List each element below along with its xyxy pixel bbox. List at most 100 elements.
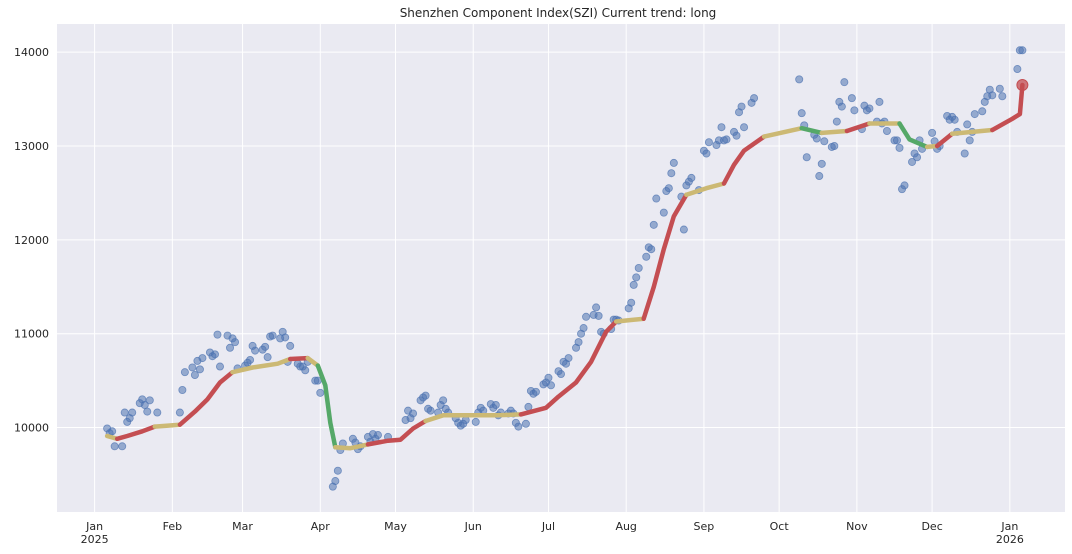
scatter-point: [557, 370, 566, 379]
scatter-point: [627, 298, 636, 307]
scatter-point: [632, 273, 641, 282]
scatter-point: [108, 427, 117, 436]
scatter-point: [195, 365, 204, 374]
scatter-point: [1018, 46, 1027, 55]
y-tick-label: 10000: [14, 422, 49, 435]
x-tick-sublabel: 2026: [996, 533, 1024, 546]
scatter-point: [579, 324, 588, 333]
trend-segment-neutral: [152, 422, 183, 429]
trend-segment-long: [518, 319, 619, 417]
scatter-point: [128, 408, 137, 417]
scatter-point: [373, 431, 382, 440]
x-tick-label: Oct: [770, 520, 790, 533]
scatter-point: [592, 303, 601, 312]
scatter-point: [830, 141, 839, 150]
scatter-point: [268, 331, 277, 340]
scatter-point: [679, 225, 688, 234]
x-tick-sublabel: 2025: [81, 533, 109, 546]
trend-segment-short: [897, 121, 930, 150]
trend-segment-long: [990, 82, 1025, 133]
scatter-point: [900, 181, 909, 190]
scatter-point: [970, 110, 979, 119]
scatter-point: [521, 419, 530, 428]
scatter-point: [802, 153, 811, 162]
x-tick-label: May: [384, 520, 407, 533]
scatter-point: [594, 311, 603, 320]
plot-background: [57, 24, 1065, 512]
trend-segment-neutral: [761, 125, 804, 139]
scatter-point: [664, 184, 673, 193]
scatter-point: [687, 173, 696, 182]
scatter-point: [795, 75, 804, 84]
scatter-point: [213, 330, 222, 339]
scatter-points: [103, 46, 1027, 491]
scatter-point: [574, 338, 583, 347]
scatter-point: [667, 169, 676, 178]
scatter-point: [812, 134, 821, 143]
scatter-point: [960, 149, 969, 158]
scatter-point: [840, 78, 849, 87]
scatter-point: [847, 94, 856, 103]
scatter-point: [702, 149, 711, 158]
scatter-point: [180, 368, 189, 377]
scatter-point: [188, 363, 197, 372]
current-marker-group: [1016, 79, 1029, 91]
scatter-point: [426, 406, 435, 415]
scatter-point: [175, 408, 184, 417]
scatter-point: [797, 109, 806, 118]
trend-segment-long: [934, 131, 955, 149]
scatter-point: [634, 263, 643, 272]
x-tick-label: Mar: [232, 520, 253, 533]
x-tick-label: Apr: [311, 520, 331, 533]
scatter-point: [913, 153, 922, 162]
scatter-point: [740, 123, 749, 132]
scatter-point: [750, 94, 759, 103]
trend-segment-neutral: [819, 128, 850, 136]
trend-line: [104, 82, 1025, 451]
x-tick-label: Jul: [541, 520, 555, 533]
scatter-point: [316, 388, 325, 397]
x-tick-label: Feb: [163, 520, 182, 533]
x-tick-label: Jun: [464, 520, 482, 533]
x-tick-label: Jan: [85, 520, 103, 533]
y-tick-label: 14000: [14, 46, 49, 59]
trend-segment-long: [114, 424, 158, 442]
scatter-point: [421, 391, 430, 400]
trend-segment-long: [721, 134, 767, 186]
scatter-point: [471, 417, 480, 426]
scatter-point: [642, 252, 651, 261]
x-tick-label: Sep: [694, 520, 715, 533]
x-tick-label: Nov: [846, 520, 868, 533]
scatter-point: [331, 477, 340, 486]
trend-segment-short: [799, 125, 825, 136]
y-tick-label: 13000: [14, 140, 49, 153]
scatter-point: [837, 102, 846, 111]
scatter-point: [704, 138, 713, 147]
chart-title: Shenzhen Component Index(SZI) Current tr…: [400, 6, 717, 20]
scatter-point: [215, 362, 224, 371]
scatter-point: [190, 370, 199, 379]
y-axis-ticks: 10000 11000 12000 13000 14000: [14, 46, 49, 434]
scatter-point: [832, 117, 841, 126]
scatter-point: [263, 353, 272, 362]
trend-segment-short: [315, 363, 338, 450]
trend-segment-neutral: [423, 412, 524, 424]
scatter-point: [950, 115, 959, 124]
scatter-point: [963, 120, 972, 129]
trend-segment-long: [365, 418, 428, 447]
scatter-point: [1013, 65, 1022, 74]
scatter-point: [409, 409, 418, 418]
scatter-point: [815, 172, 824, 181]
scatter-point: [286, 341, 295, 350]
scatter-point: [333, 466, 342, 475]
scatter-point: [817, 159, 826, 168]
y-tick-label: 11000: [14, 328, 49, 341]
scatter-point: [210, 350, 219, 359]
scatter-point: [153, 408, 162, 417]
trend-segment-long: [287, 355, 310, 362]
scatter-point: [998, 92, 1007, 101]
scatter-point: [908, 157, 917, 166]
x-tick-label: Jan: [1000, 520, 1018, 533]
x-tick-label: Dec: [921, 520, 942, 533]
